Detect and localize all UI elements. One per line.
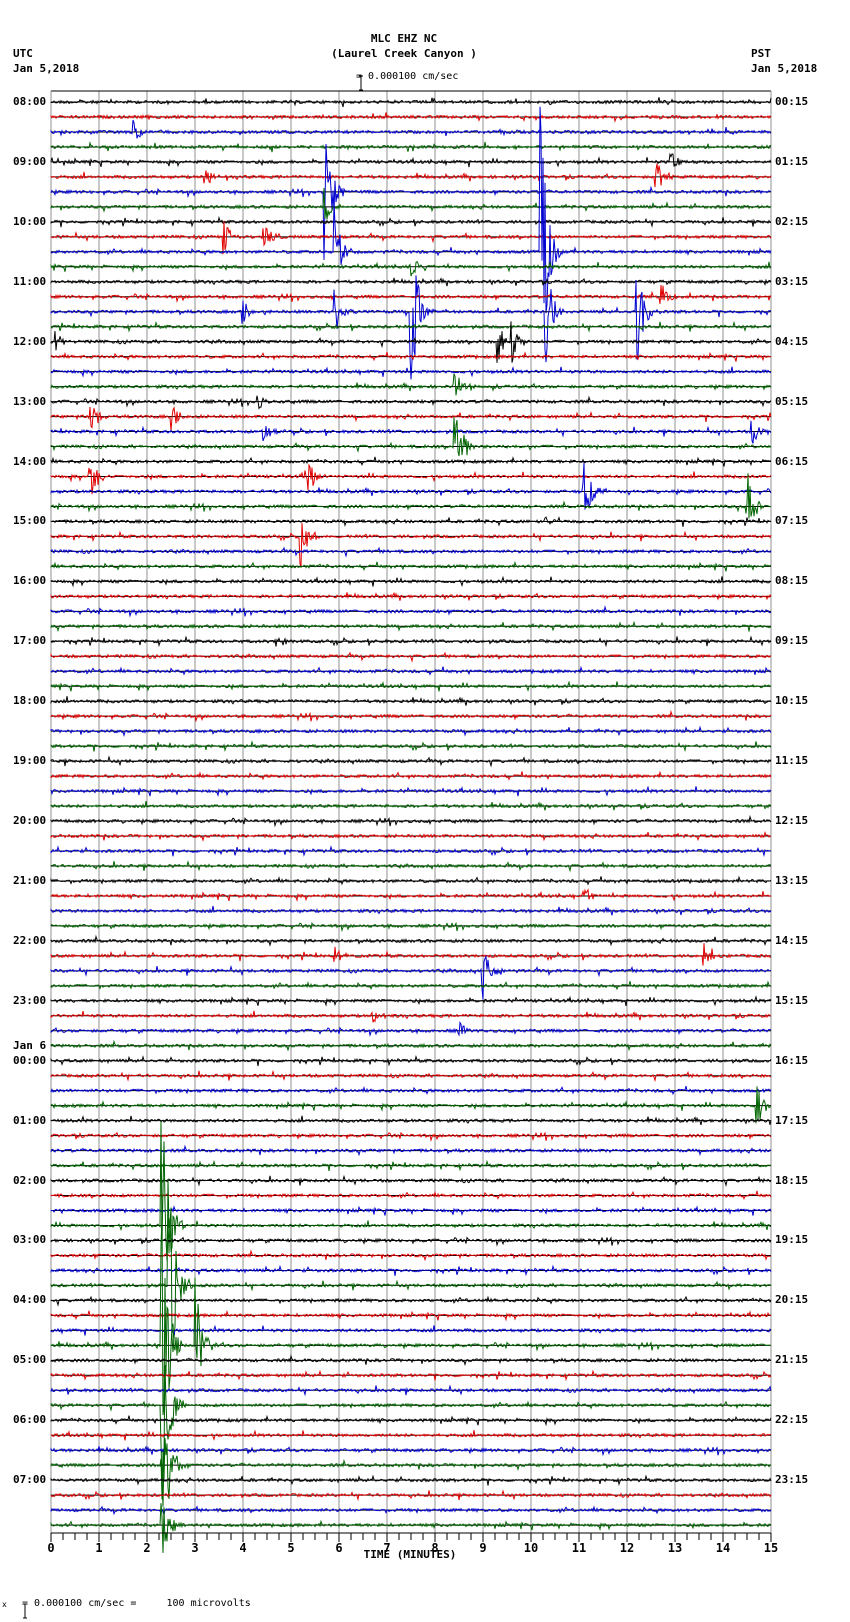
x-tick-label: 9 <box>479 1541 487 1555</box>
footer-prefix: x <box>2 1600 7 1609</box>
x-axis-label: TIME (MINUTES) <box>363 1548 457 1561</box>
utc-time-label: 04:00 <box>13 1293 47 1307</box>
pst-time-label: 11:15 <box>775 754 809 768</box>
pst-time-label: 06:15 <box>775 454 809 468</box>
x-tick-label: 5 <box>287 1541 295 1555</box>
right-timezone: PST <box>751 47 771 60</box>
utc-time-label: 19:00 <box>13 754 47 768</box>
utc-time-label: 02:00 <box>13 1173 47 1187</box>
x-tick-label: 15 <box>763 1541 779 1555</box>
station-subtitle: (Laurel Creek Canyon ) <box>331 47 477 60</box>
x-tick-label: 6 <box>335 1541 343 1555</box>
pst-time-label: 02:15 <box>775 214 809 228</box>
x-tick-label: 1 <box>95 1541 103 1555</box>
utc-time-label: 10:00 <box>13 214 47 228</box>
pst-time-label: 22:15 <box>775 1413 809 1427</box>
x-tick-label: 14 <box>715 1541 731 1555</box>
utc-time-label: 12:00 <box>13 334 47 348</box>
x-tick-label: 10 <box>523 1541 539 1555</box>
utc-time-label: 07:00 <box>13 1473 47 1487</box>
footer-scale-legend: = 0.000100 cm/sec = 100 microvolts <box>22 1598 251 1609</box>
utc-time-label: 18:00 <box>13 694 47 708</box>
left-date: Jan 5,2018 <box>13 62 80 75</box>
utc-time-label: 21:00 <box>13 873 47 887</box>
utc-time-label: 17:00 <box>13 634 47 648</box>
pst-time-label: 05:15 <box>775 394 809 408</box>
pst-time-label: 15:15 <box>775 993 809 1007</box>
x-tick-label: 4 <box>239 1541 247 1555</box>
utc-time-label: 05:00 <box>13 1353 47 1367</box>
utc-time-label: 03:00 <box>13 1233 47 1247</box>
x-tick-label: 13 <box>667 1541 683 1555</box>
right-date: Jan 5,2018 <box>751 62 818 75</box>
pst-time-label: 14:15 <box>775 933 809 947</box>
pst-time-label: 01:15 <box>775 154 809 168</box>
utc-time-label: 08:00 <box>13 95 47 108</box>
pst-time-label: 08:15 <box>775 574 809 588</box>
utc-time-label: 23:00 <box>13 993 47 1007</box>
utc-time-label: 06:00 <box>13 1413 47 1427</box>
station-title: MLC EHZ NC <box>370 32 438 45</box>
pst-time-label: 09:15 <box>775 634 809 648</box>
pst-time-label: 20:15 <box>775 1293 809 1307</box>
x-tick-label: 8 <box>431 1541 439 1555</box>
utc-time-label: 01:00 <box>13 1113 47 1127</box>
pst-time-label: 19:15 <box>775 1233 809 1247</box>
utc-time-label: 22:00 <box>13 933 47 947</box>
utc-time-label: 11:00 <box>13 274 47 288</box>
utc-time-label: 20:00 <box>13 814 47 828</box>
x-tick-label: 11 <box>571 1541 587 1555</box>
pst-time-label: 18:15 <box>775 1173 809 1187</box>
scale-bar-icon <box>346 64 366 94</box>
utc-time-label: 16:00 <box>13 574 47 588</box>
utc-time-label: 14:00 <box>13 454 47 468</box>
left-timezone: UTC <box>13 47 33 60</box>
x-tick-label: 3 <box>191 1541 199 1555</box>
pst-time-label: 21:15 <box>775 1353 809 1367</box>
pst-time-label: 17:15 <box>775 1113 809 1127</box>
utc-time-label: 00:00 <box>13 1053 47 1067</box>
pst-time-label: 07:15 <box>775 514 809 528</box>
pst-time-label: 16:15 <box>775 1053 809 1067</box>
pst-time-label: 23:15 <box>775 1473 809 1487</box>
pst-time-label: 04:15 <box>775 334 809 348</box>
pst-time-label: 03:15 <box>775 274 809 288</box>
pst-time-label: 12:15 <box>775 814 809 828</box>
x-tick-label: 7 <box>383 1541 391 1555</box>
scale-legend: = 0.000100 cm/sec <box>356 71 459 82</box>
utc-time-label: Jan 6 <box>13 1038 47 1052</box>
utc-time-label: 13:00 <box>13 394 47 408</box>
x-tick-label: 2 <box>143 1541 151 1555</box>
x-tick-label: 12 <box>619 1541 635 1555</box>
utc-time-label: 09:00 <box>13 154 47 168</box>
utc-time-label: 15:00 <box>13 514 47 528</box>
pst-time-label: 00:15 <box>775 95 809 108</box>
x-tick-label: 0 <box>47 1541 55 1555</box>
pst-time-label: 13:15 <box>775 873 809 887</box>
pst-time-label: 10:15 <box>775 694 809 708</box>
